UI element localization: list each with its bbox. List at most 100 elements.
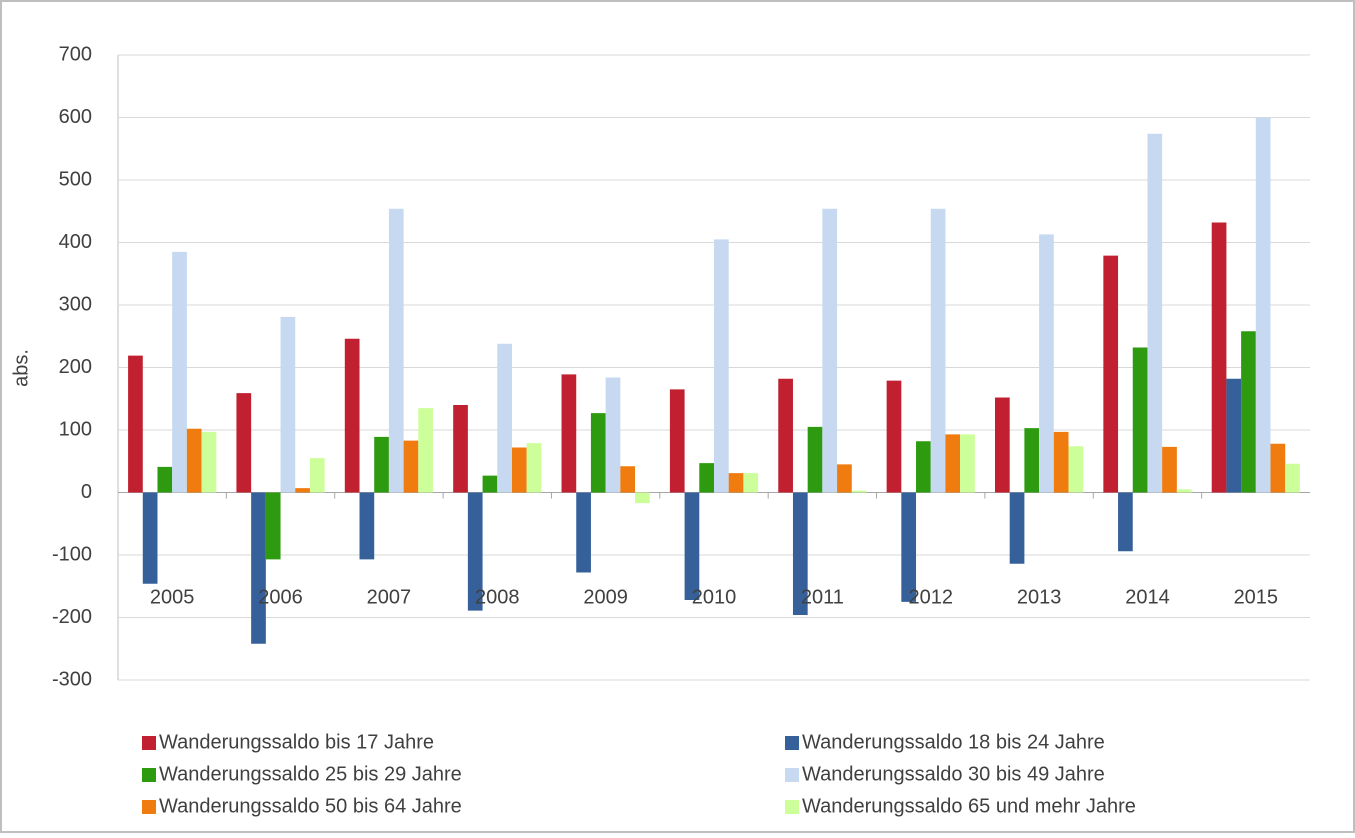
y-tick-label: 200: [59, 356, 92, 378]
bar: [309, 458, 325, 493]
bar: [1226, 378, 1242, 493]
bar: [605, 377, 621, 493]
bar: [1039, 234, 1054, 493]
legend-swatch: [785, 768, 799, 782]
bar: [960, 434, 975, 493]
bar: [265, 492, 281, 560]
bar: [1132, 347, 1148, 493]
x-tick-label: 2015: [1234, 586, 1279, 608]
bar: [344, 338, 360, 493]
legend-label: Wanderungssaldo 50 bis 64 Jahre: [159, 795, 462, 817]
bar: [251, 492, 266, 644]
legend-swatch: [142, 800, 156, 814]
y-tick-label: -100: [52, 543, 92, 565]
bar: [1255, 117, 1271, 493]
bar: [1009, 492, 1025, 564]
bar: [482, 475, 498, 493]
bar: [172, 251, 187, 493]
bar: [807, 426, 823, 493]
bar: [851, 490, 867, 493]
bar: [511, 447, 527, 493]
legend-label: Wanderungssaldo 18 bis 24 Jahre: [802, 731, 1105, 753]
bar: [295, 488, 310, 493]
bar: [743, 473, 759, 493]
bar: [714, 239, 729, 493]
x-tick-label: 2010: [692, 586, 737, 608]
bar: [1068, 446, 1084, 493]
bar: [128, 355, 143, 493]
bar: [1241, 331, 1256, 493]
legend-swatch: [142, 768, 156, 782]
bar: [561, 374, 577, 493]
legend-swatch: [142, 736, 156, 750]
x-tick-label: 2012: [908, 586, 953, 608]
bar: [576, 492, 591, 573]
x-tick-label: 2007: [367, 586, 412, 608]
y-tick-label: 600: [59, 106, 92, 128]
bar: [590, 413, 606, 493]
bar: [1270, 443, 1286, 493]
bar: [916, 441, 931, 493]
bar: [1024, 428, 1040, 493]
bar: [792, 492, 808, 615]
bar: [497, 343, 512, 493]
bar: [201, 431, 217, 493]
x-tick-label: 2013: [1017, 586, 1062, 608]
bar: [1053, 431, 1069, 493]
bar: [620, 466, 636, 493]
y-tick-label: 0: [81, 481, 92, 503]
x-tick-label: 2014: [1125, 586, 1170, 608]
bar: [699, 463, 714, 493]
bar: [822, 208, 838, 493]
bar: [1176, 489, 1192, 493]
bar: [669, 389, 685, 493]
legend-label: Wanderungssaldo 25 bis 29 Jahre: [159, 763, 462, 785]
y-tick-label: 100: [59, 418, 92, 440]
bar: [526, 443, 542, 493]
bar: [388, 208, 404, 493]
legend-swatch: [785, 800, 799, 814]
bar: [1103, 255, 1119, 493]
bar: [994, 397, 1010, 493]
legend-label: Wanderungssaldo bis 17 Jahre: [159, 731, 434, 753]
bar: [886, 380, 902, 493]
legend-label: Wanderungssaldo 30 bis 49 Jahre: [802, 763, 1105, 785]
bar: [453, 405, 468, 493]
bar: [945, 434, 961, 493]
bar: [280, 316, 296, 493]
bar: [418, 408, 434, 493]
bar: [467, 492, 483, 611]
bar: [142, 492, 158, 584]
bar: [359, 492, 375, 560]
bar: [1162, 446, 1177, 493]
bar: [236, 393, 252, 493]
x-tick-label: 2011: [801, 586, 844, 608]
y-tick-label: 500: [59, 168, 92, 190]
bar: [1118, 492, 1133, 552]
bar: [1285, 463, 1300, 493]
y-tick-label: 700: [59, 43, 92, 65]
bar: [157, 466, 173, 493]
y-tick-label: -200: [52, 606, 92, 628]
bar: [635, 492, 650, 504]
x-tick-label: 2006: [258, 586, 303, 608]
y-tick-label: 300: [59, 293, 92, 315]
bar: [374, 436, 389, 493]
y-tick-label: -300: [52, 668, 92, 690]
bar: [837, 464, 852, 493]
bar: [930, 208, 946, 493]
bar: [901, 492, 917, 602]
y-axis-label: abs.: [10, 349, 32, 387]
bar: [1147, 133, 1163, 493]
y-tick-label: 400: [59, 231, 92, 253]
x-tick-label: 2009: [583, 586, 628, 608]
bar: [684, 492, 700, 600]
x-tick-label: 2008: [475, 586, 520, 608]
legend-label: Wanderungssaldo 65 und mehr Jahre: [802, 795, 1136, 817]
bar: [186, 428, 202, 493]
legend-swatch: [785, 736, 799, 750]
x-tick-label: 2005: [150, 586, 195, 608]
bar: [1211, 222, 1227, 493]
bar: [778, 378, 793, 493]
